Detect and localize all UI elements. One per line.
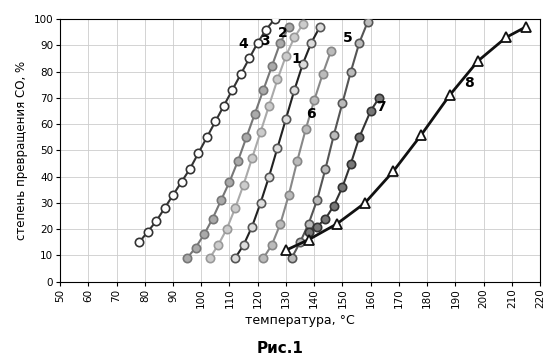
Text: 1: 1 xyxy=(292,52,301,66)
Text: 4: 4 xyxy=(238,36,248,50)
Text: Рис.1: Рис.1 xyxy=(256,341,304,356)
Y-axis label: степень превращения CO, %: степень превращения CO, % xyxy=(15,61,28,240)
Text: 3: 3 xyxy=(260,34,270,48)
X-axis label: температура, °C: температура, °C xyxy=(245,314,355,327)
Text: 2: 2 xyxy=(278,26,287,40)
Text: 7: 7 xyxy=(376,100,386,114)
Text: 5: 5 xyxy=(342,31,352,45)
Text: 6: 6 xyxy=(306,108,315,121)
Text: 8: 8 xyxy=(464,76,474,90)
